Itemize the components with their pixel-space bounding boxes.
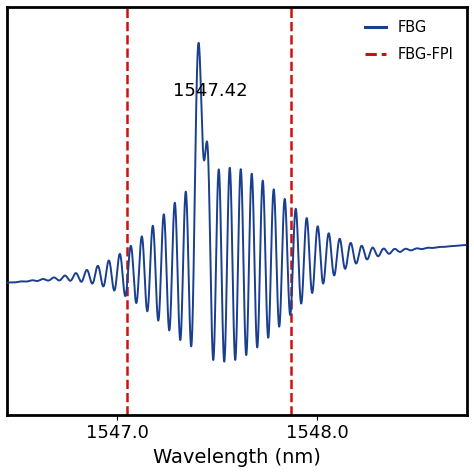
Legend: FBG, FBG-FPI: FBG, FBG-FPI (359, 14, 460, 68)
Text: 1547.42: 1547.42 (173, 82, 247, 100)
X-axis label: Wavelength (nm): Wavelength (nm) (153, 448, 321, 467)
